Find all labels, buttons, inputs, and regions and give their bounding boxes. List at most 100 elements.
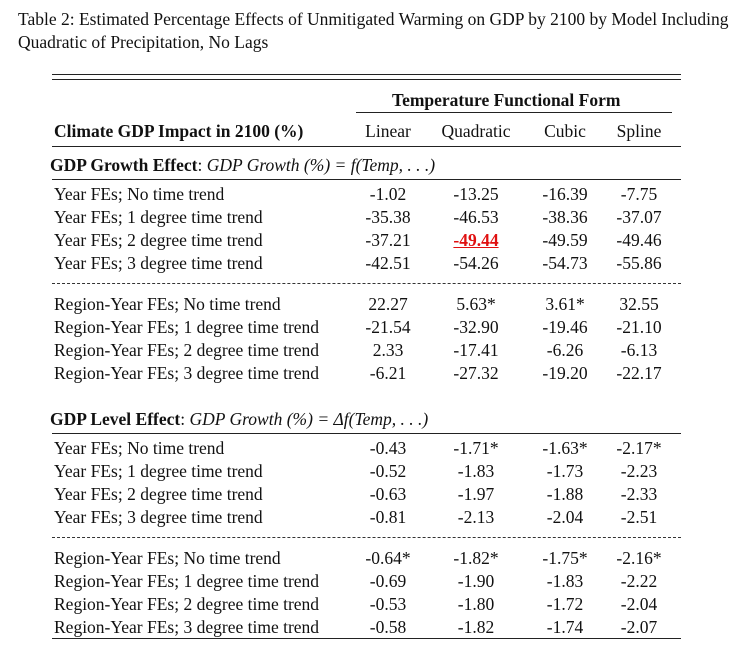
- table-row: Region-Year FEs; 3 degree time trend -6.2…: [0, 363, 736, 386]
- table-caption: Table 2: Estimated Percentage Effects of…: [18, 9, 729, 52]
- cell-spline: -21.10: [616, 317, 662, 337]
- row-label: Region-Year FEs; 1 degree time trend: [54, 317, 320, 337]
- cell-quadratic: -13.25: [453, 184, 499, 204]
- cell-spline: -6.13: [620, 340, 658, 360]
- cell-linear: -0.58: [369, 617, 407, 637]
- cell-cubic: -1.63*: [542, 438, 588, 458]
- cell-cubic: -1.75*: [542, 548, 588, 568]
- cell-cubic: -19.20: [542, 363, 588, 383]
- cell-cubic: -19.46: [542, 317, 588, 337]
- table-row: Region-Year FEs; 2 degree time trend 2.33…: [0, 340, 736, 363]
- row-label: Year FEs; No time trend: [54, 184, 225, 204]
- block-divider: [52, 537, 681, 538]
- cell-cubic: -38.36: [542, 207, 588, 227]
- table-row: Year FEs; 2 degree time trend -0.63 -1.97 -…: [0, 484, 736, 507]
- bottom-rule: [52, 638, 681, 639]
- table-row: Year FEs; No time trend -0.43 -1.71* -1.63*…: [0, 438, 736, 461]
- cell-spline: -37.07: [616, 207, 662, 227]
- cell-linear: -0.43: [369, 438, 407, 458]
- table-row: Year FEs; 1 degree time trend -0.52 -1.83 -…: [0, 461, 736, 484]
- cell-cubic: 3.61*: [545, 294, 585, 314]
- header-rule: [52, 146, 681, 147]
- cell-spline: -2.17*: [616, 438, 662, 458]
- table-row: Year FEs; No time trend -1.02 -13.25 -16.39…: [0, 184, 736, 207]
- cell-linear: -0.81: [369, 507, 407, 527]
- section-rule-level: [52, 433, 681, 434]
- cell-spline: -2.22: [620, 571, 658, 591]
- cell-cubic: -1.83: [546, 571, 584, 591]
- section-formula: GDP Growth (%) = f(Temp, . . .): [206, 155, 436, 175]
- table-row: Year FEs; 3 degree time trend -42.51 -54.2…: [0, 253, 736, 276]
- table-row: Year FEs; 2 degree time trend -37.21 -49.4…: [0, 230, 736, 253]
- cell-cubic: -54.73: [542, 253, 588, 273]
- cell-quadratic: -32.90: [453, 317, 499, 337]
- top-rule-double: [52, 79, 681, 80]
- cell-spline: -55.86: [616, 253, 662, 273]
- table-row: Region-Year FEs; 3 degree time trend -0.5…: [0, 617, 736, 640]
- cell-quadratic: -17.41: [453, 340, 499, 360]
- cell-spline: -2.51: [620, 507, 658, 527]
- section-rule-growth: [52, 179, 681, 180]
- cell-quadratic: -1.90: [457, 571, 495, 591]
- cell-cubic: -1.74: [546, 617, 584, 637]
- table-row: Region-Year FEs; No time trend 22.27 5.63*…: [0, 294, 736, 317]
- section-formula: GDP Growth (%) = Δf(Temp, . . .): [189, 409, 429, 429]
- cell-quadratic: -54.26: [453, 253, 499, 273]
- row-label: Year FEs; 3 degree time trend: [54, 253, 263, 273]
- cell-quadratic: -1.80: [457, 594, 495, 614]
- row-label: Region-Year FEs; 3 degree time trend: [54, 363, 320, 383]
- row-label: Year FEs; No time trend: [54, 438, 225, 458]
- col-header-linear: Linear: [365, 121, 411, 141]
- cell-linear: -37.21: [365, 230, 411, 250]
- group-header: Temperature Functional Form: [392, 90, 621, 110]
- cell-linear: 2.33: [372, 340, 404, 360]
- col-header-spline: Spline: [616, 121, 662, 141]
- top-rule: [52, 74, 681, 75]
- row-label: Region-Year FEs; 3 degree time trend: [54, 617, 320, 637]
- cell-quadratic: -27.32: [453, 363, 499, 383]
- row-label: Region-Year FEs; 2 degree time trend: [54, 340, 320, 360]
- row-label: Year FEs; 1 degree time trend: [54, 461, 263, 481]
- table-row: Region-Year FEs; 2 degree time trend -0.5…: [0, 594, 736, 617]
- row-label: Region-Year FEs; No time trend: [54, 548, 281, 568]
- block-divider: [52, 283, 681, 284]
- cell-spline: -2.23: [620, 461, 658, 481]
- group-header-rule: [356, 112, 672, 113]
- col-header-cubic: Cubic: [544, 121, 586, 141]
- cell-linear: -0.53: [369, 594, 407, 614]
- cell-linear: -0.69: [369, 571, 407, 591]
- row-label: Year FEs; 3 degree time trend: [54, 507, 263, 527]
- cell-quadratic: -2.13: [457, 507, 495, 527]
- table-row: Year FEs; 1 degree time trend -35.38 -46.5…: [0, 207, 736, 230]
- row-header: Climate GDP Impact in 2100 (%): [54, 121, 304, 141]
- table-row: Region-Year FEs; 1 degree time trend -21.…: [0, 317, 736, 340]
- cell-quadratic: -1.82*: [453, 548, 499, 568]
- cell-quadratic: -1.83: [457, 461, 495, 481]
- table-row: Year FEs; 3 degree time trend -0.81 -2.13 -…: [0, 507, 736, 530]
- cell-spline: -22.17: [616, 363, 662, 383]
- cell-linear: -0.63: [369, 484, 407, 504]
- cell-linear: -0.52: [369, 461, 407, 481]
- highlighted-cell: -49.44: [453, 230, 499, 250]
- cell-quadratic: 5.63*: [456, 294, 496, 314]
- cell-cubic: -1.73: [546, 461, 584, 481]
- cell-spline: -2.04: [620, 594, 658, 614]
- cell-cubic: -1.88: [546, 484, 584, 504]
- cell-spline: -2.33: [620, 484, 658, 504]
- cell-spline: -2.16*: [616, 548, 662, 568]
- cell-quadratic: -1.82: [457, 617, 495, 637]
- cell-linear: -1.02: [369, 184, 407, 204]
- cell-linear: -6.21: [369, 363, 407, 383]
- section-header-growth: GDP Growth Effect: GDP Growth (%) = f(Te…: [50, 155, 436, 175]
- cell-linear: -21.54: [365, 317, 411, 337]
- col-header-quadratic: Quadratic: [441, 121, 511, 141]
- row-label: Region-Year FEs; 2 degree time trend: [54, 594, 320, 614]
- cell-spline: -49.46: [616, 230, 662, 250]
- cell-spline: -7.75: [620, 184, 658, 204]
- cell-quadratic: -1.97: [457, 484, 495, 504]
- cell-linear: -35.38: [365, 207, 411, 227]
- row-label: Region-Year FEs; 1 degree time trend: [54, 571, 320, 591]
- cell-cubic: -6.26: [546, 340, 584, 360]
- cell-quadratic: -46.53: [453, 207, 499, 227]
- cell-cubic: -16.39: [542, 184, 588, 204]
